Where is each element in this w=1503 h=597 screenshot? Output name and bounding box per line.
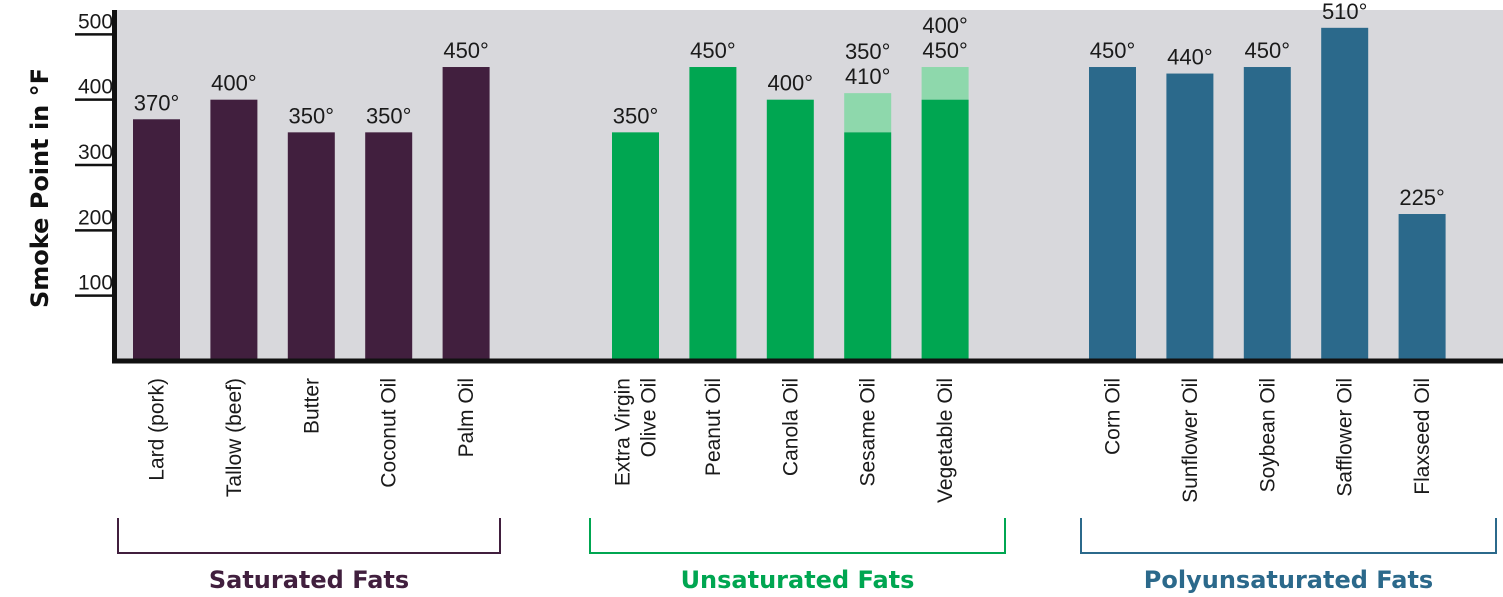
- bar-value-label: 400°: [768, 71, 814, 96]
- category-label: Corn Oil: [1102, 378, 1125, 455]
- category-label: Coconut Oil: [378, 378, 401, 488]
- bar-value-label: 450°: [922, 38, 968, 63]
- group-bracket: [1080, 518, 1497, 554]
- category-label: Safflower Oil: [1334, 378, 1357, 497]
- bar-value-label: 450°: [690, 38, 736, 63]
- category-label: Palm Oil: [455, 378, 478, 457]
- group-label: Polyunsaturated Fats: [1144, 566, 1433, 594]
- bar-range: [844, 93, 892, 133]
- bar: [844, 132, 892, 361]
- bar: [689, 67, 737, 361]
- bar: [1089, 67, 1136, 361]
- y-tick-label-500: 500: [78, 10, 113, 33]
- bar: [287, 132, 335, 361]
- group-bracket: [589, 518, 1006, 554]
- bar-value-label: 450°: [1245, 38, 1291, 63]
- category-label: Soybean Oil: [1256, 378, 1279, 492]
- category-label: Canola Oil: [779, 378, 802, 476]
- bar-value-label: 350°: [366, 103, 412, 128]
- bars-layer: [133, 27, 1446, 362]
- bar-value-label: 510°: [1322, 0, 1368, 24]
- value-labels-layer: 370°400°350° 350°450°350°450°400°350°410°…: [134, 0, 1445, 210]
- bar-value-label: 450°: [443, 38, 489, 63]
- bar: [1398, 214, 1446, 361]
- bar-value-label: 450°: [1090, 38, 1136, 63]
- bar: [442, 67, 490, 361]
- category-label: Flaxseed Oil: [1411, 378, 1434, 495]
- category-label: Tallow (beef): [223, 378, 246, 497]
- y-tick-label-300: 300: [78, 141, 113, 164]
- bar-value-label: 400°: [211, 71, 257, 96]
- group-bracket: [117, 518, 501, 554]
- y-ticks-layer: 100 200 300 400 500: [75, 10, 114, 297]
- category-label: Sunflower Oil: [1179, 378, 1202, 503]
- bar: [1321, 27, 1369, 362]
- category-label: Extra Virgin: [612, 378, 635, 486]
- bar-value-label: 350°: [845, 39, 891, 64]
- bar: [1166, 73, 1214, 361]
- bar: [766, 99, 814, 362]
- category-label: Peanut Oil: [702, 378, 725, 476]
- bar-value-label: 410°: [845, 64, 891, 89]
- y-axis-label: Smoke Point in °F: [26, 68, 54, 308]
- category-label: Sesame Oil: [857, 378, 880, 487]
- category-label: Butter: [300, 378, 323, 434]
- bar: [612, 132, 659, 361]
- y-tick-label-200: 200: [78, 206, 113, 229]
- bar: [210, 99, 258, 362]
- y-tick-label-100: 100: [78, 272, 113, 295]
- category-label: Lard (pork): [146, 378, 169, 481]
- bar-value-label: 400°: [922, 13, 968, 38]
- bar-value-label: 350°: [613, 103, 659, 128]
- category-label: Vegetable Oil: [934, 378, 957, 503]
- bar: [365, 132, 413, 361]
- y-tick-label-400: 400: [78, 76, 113, 99]
- bar: [1243, 67, 1291, 361]
- bar-value-label: 440°: [1167, 45, 1213, 70]
- bar-value-label: 225°: [1399, 185, 1445, 210]
- bar-value-label: 370°: [134, 90, 180, 115]
- bar: [133, 119, 180, 362]
- category-labels-layer: Lard (pork) Tallow (beef) Butter Coconut Oi…: [146, 378, 1435, 503]
- group-label: Saturated Fats: [209, 566, 409, 594]
- bar-value-label: 350°: [289, 103, 335, 128]
- bar-range: [921, 67, 969, 100]
- group-brackets-layer: Saturated Fats Unsaturated Fats Polyunsatu…: [117, 518, 1497, 594]
- category-label: Olive Oil: [638, 378, 661, 457]
- bar: [921, 99, 969, 362]
- group-label: Unsaturated Fats: [681, 566, 915, 594]
